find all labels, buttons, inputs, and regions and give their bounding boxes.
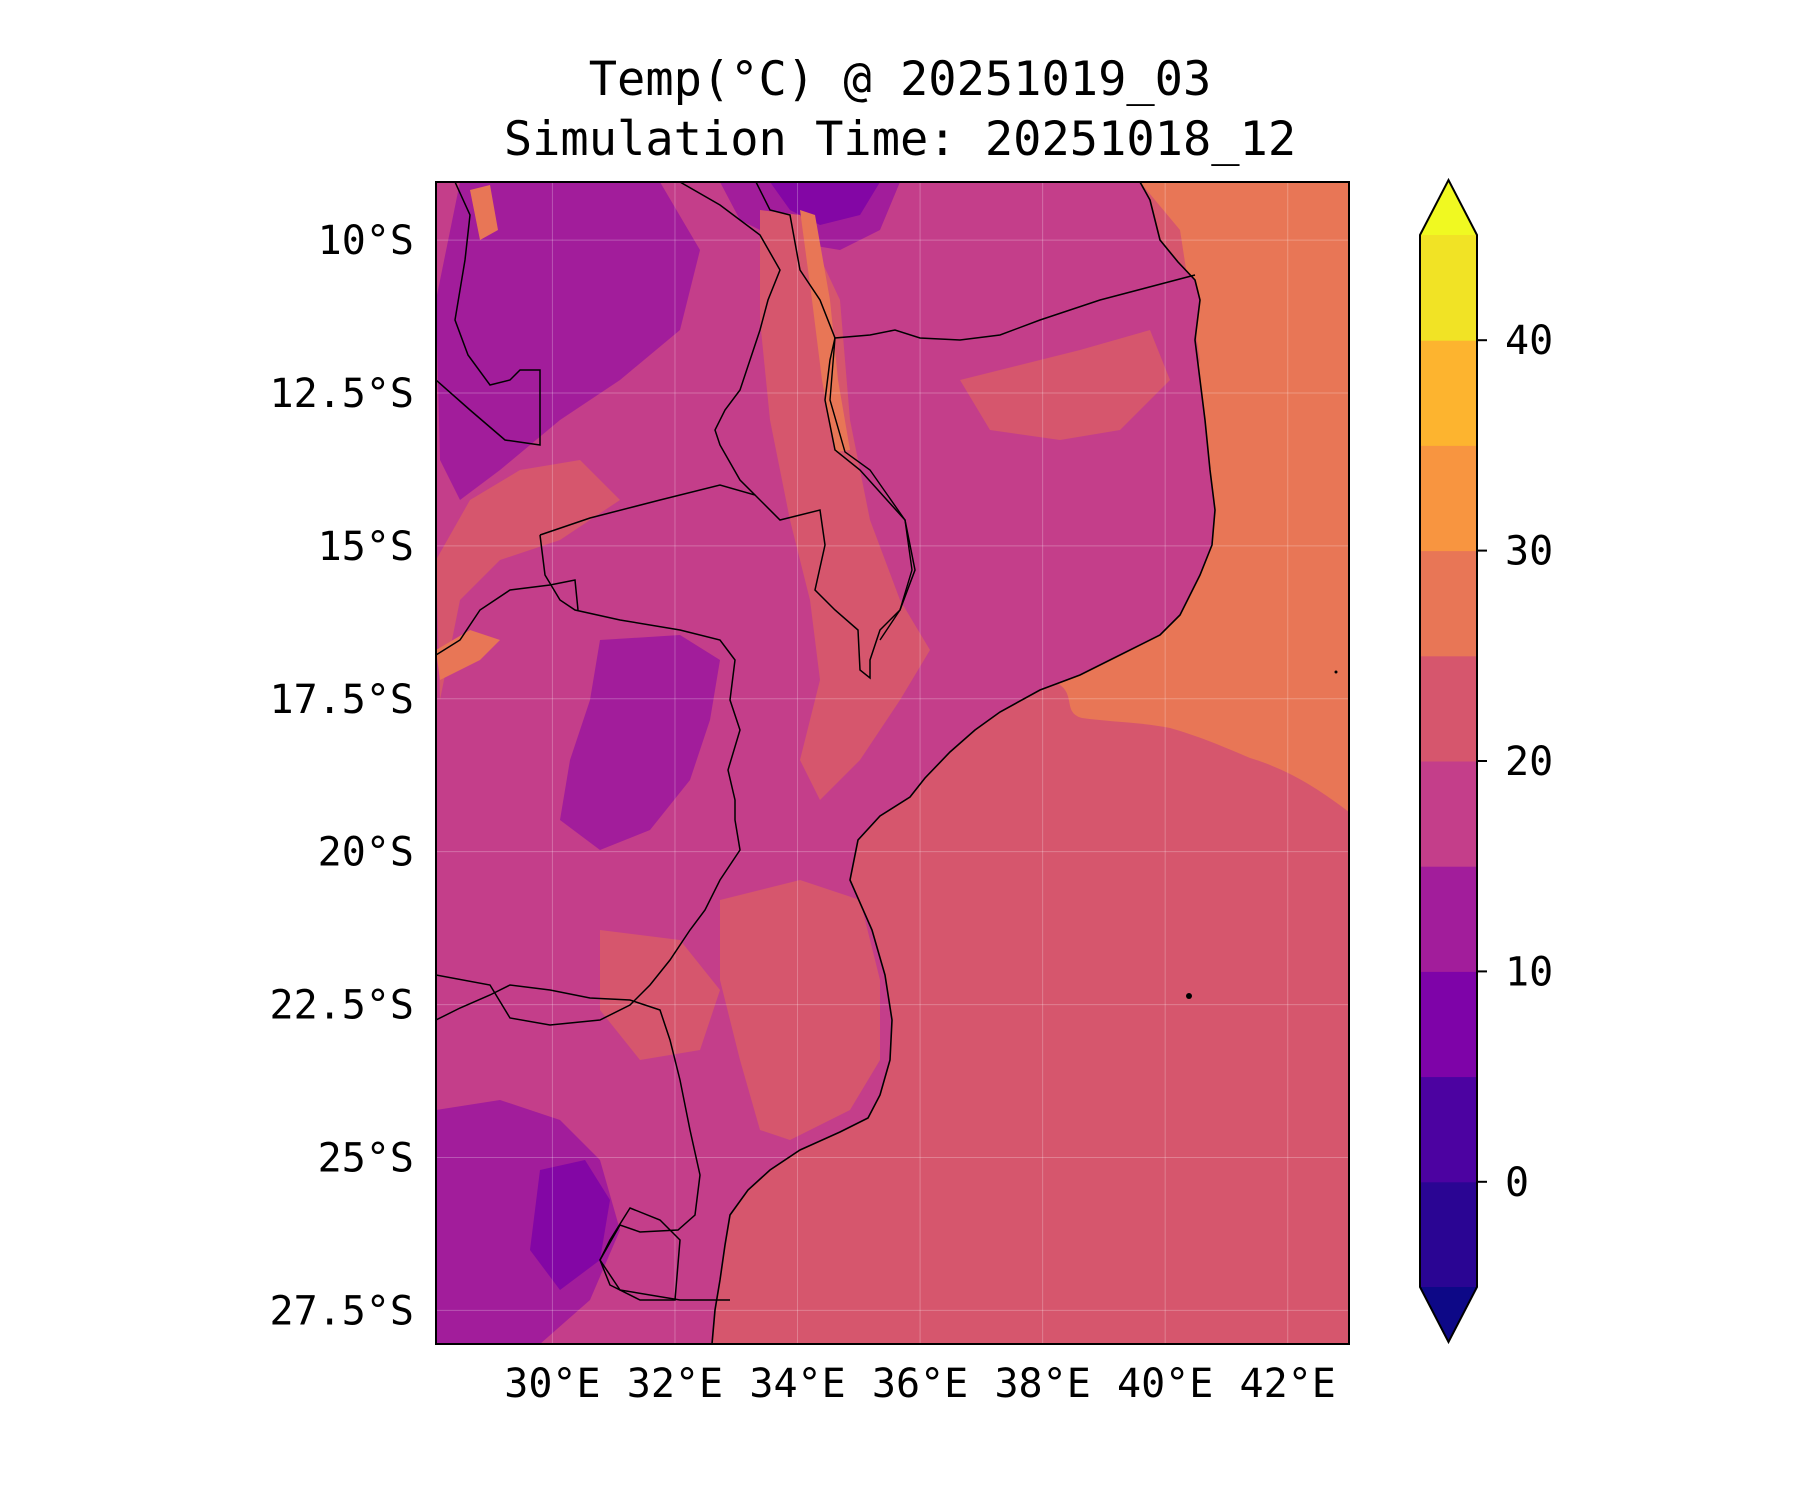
colorbar-tick-label: 30 xyxy=(1505,529,1553,575)
map-frame xyxy=(435,181,1350,1345)
colorbar-segment xyxy=(1420,340,1477,446)
land-hot-zone xyxy=(470,185,498,240)
colorbar-tick-label: 20 xyxy=(1505,739,1553,785)
land-cold-zone xyxy=(530,1160,610,1290)
lon-tick-label: 36°E xyxy=(872,1361,968,1407)
land-cool-zone xyxy=(560,635,720,850)
colorbar-segment xyxy=(1420,1076,1477,1183)
colorbar-tick-label: 10 xyxy=(1505,949,1553,995)
lat-tick-label: 17.5°S xyxy=(270,677,415,723)
colorbar-segment xyxy=(1420,1181,1477,1288)
map-plot xyxy=(436,182,1349,1344)
island-marker xyxy=(1186,993,1192,999)
border-line xyxy=(755,182,836,339)
colorbar-segment xyxy=(1420,550,1477,657)
lon-tick-label: 30°E xyxy=(504,1361,600,1407)
colorbar-segment xyxy=(1420,761,1477,867)
lat-tick-label: 15°S xyxy=(318,524,414,570)
lon-tick-label: 42°E xyxy=(1240,1361,1336,1407)
colorbar-tick-label: 40 xyxy=(1505,318,1553,364)
land-cold-zone xyxy=(770,182,880,225)
border-line xyxy=(436,579,579,656)
colorbar-segment xyxy=(1420,235,1477,341)
land-cool-zone xyxy=(436,182,700,500)
colorbar-segment xyxy=(1420,655,1477,762)
lon-axis: 30°E 32°E 34°E 36°E 38°E 40°E 42°E xyxy=(504,1361,1336,1407)
colorbar-segment xyxy=(1420,866,1477,972)
lat-tick-label: 10°S xyxy=(318,218,414,264)
colorbar: 0 10 20 30 40 xyxy=(1419,177,1553,1345)
title-line-2: Simulation Time: 20251018_12 xyxy=(503,112,1297,167)
border-line xyxy=(679,182,781,496)
lat-tick-label: 22.5°S xyxy=(270,983,415,1029)
lon-tick-label: 38°E xyxy=(994,1361,1090,1407)
border-line xyxy=(436,182,541,446)
colorbar-segment xyxy=(1420,445,1477,552)
coastline xyxy=(711,182,1216,1344)
lat-tick-label: 27.5°S xyxy=(270,1288,415,1334)
lon-tick-label: 40°E xyxy=(1117,1361,1213,1407)
lat-tick-label: 25°S xyxy=(318,1135,414,1181)
colorbar-extend-min xyxy=(1420,1287,1477,1342)
border-line xyxy=(436,534,741,1026)
title-line-1: Temp(°C) @ 20251019_03 xyxy=(588,52,1212,107)
lake-malawi-shore xyxy=(829,337,913,641)
land-warm-zone xyxy=(960,330,1170,440)
land-hot-zone xyxy=(436,630,500,680)
lat-tick-label: 20°S xyxy=(318,830,414,876)
lon-tick-label: 34°E xyxy=(749,1361,845,1407)
lat-tick-label: 12.5°S xyxy=(270,371,415,417)
lon-tick-label: 32°E xyxy=(627,1361,723,1407)
land-hot-zone xyxy=(800,210,850,452)
border-line xyxy=(599,1207,681,1301)
map-grid xyxy=(436,182,1349,1344)
island-marker xyxy=(1334,670,1338,674)
colorbar-outline xyxy=(1419,177,1478,1345)
land-warm-zone xyxy=(436,460,620,700)
land-cool-zone xyxy=(436,1100,620,1344)
land-warm-zone xyxy=(720,880,880,1140)
colorbar-segment xyxy=(1420,971,1477,1078)
colorbar-extend-max xyxy=(1420,180,1477,235)
colorbar-tick-label: 0 xyxy=(1505,1160,1529,1206)
land-warm-zone xyxy=(600,930,720,1060)
lat-axis: 10°S 12.5°S 15°S 17.5°S 20°S 22.5°S 25°S 27.5°S xyxy=(270,218,415,1334)
land-warm-zone xyxy=(760,210,930,800)
